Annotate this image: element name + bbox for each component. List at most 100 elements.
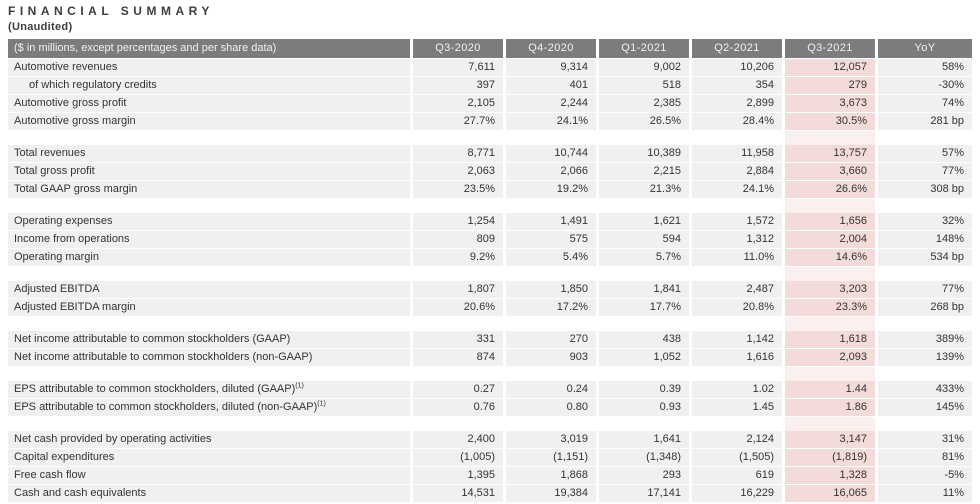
gap-cell (692, 317, 782, 331)
row-label: Net cash provided by operating activitie… (8, 431, 410, 448)
gap-cell (8, 317, 410, 331)
gap-cell (692, 367, 782, 381)
gap-cell (692, 267, 782, 281)
cell-value: 77% (878, 163, 972, 180)
cell-value: 2,105 (413, 95, 503, 112)
cell-value: 17.7% (599, 299, 689, 316)
cell-value: 10,206 (692, 59, 782, 76)
cell-value: 1,395 (413, 467, 503, 484)
cell-value: 1,572 (692, 213, 782, 230)
row-label: Automotive gross profit (8, 95, 410, 112)
cell-value: 5.4% (506, 249, 596, 266)
row-label: Net income attributable to common stockh… (8, 331, 410, 348)
table-row: Net cash provided by operating activitie… (8, 431, 972, 448)
cell-value: 30.5% (785, 113, 875, 130)
cell-value: 28.4% (692, 113, 782, 130)
row-label: Income from operations (8, 231, 410, 248)
row-label: Operating expenses (8, 213, 410, 230)
cell-value: (1,348) (599, 449, 689, 466)
cell-value: 13,757 (785, 145, 875, 162)
cell-value: 145% (878, 399, 972, 416)
cell-value: 534 bp (878, 249, 972, 266)
row-label-text: Operating expenses (14, 215, 113, 227)
cell-value: 293 (599, 467, 689, 484)
cell-value: 3,019 (506, 431, 596, 448)
cell-value: 809 (413, 231, 503, 248)
cell-value: 575 (506, 231, 596, 248)
section-gap-row (8, 131, 972, 145)
row-label-text: Adjusted EBITDA margin (14, 301, 136, 313)
table-row: Operating margin 9.2% 5.4% 5.7% 11.0% 14.6% 53… (8, 249, 972, 266)
cell-value: 3,673 (785, 95, 875, 112)
gap-cell (506, 267, 596, 281)
cell-value: 438 (599, 331, 689, 348)
page-title: FINANCIAL SUMMARY (8, 4, 214, 18)
footnote-marker: (1) (317, 400, 326, 408)
financial-summary-table: ($ in millions, except percentages and p… (8, 39, 972, 502)
cell-value: 81% (878, 449, 972, 466)
cell-value: 1,328 (785, 467, 875, 484)
cell-value: 2,244 (506, 95, 596, 112)
cell-value: 0.93 (599, 399, 689, 416)
cell-value: 12,057 (785, 59, 875, 76)
section-gap-row (8, 267, 972, 281)
row-label-text: EPS attributable to common stockholders,… (14, 401, 318, 413)
table-row: Cash and cash equivalents 14,531 19,384 17,… (8, 485, 972, 502)
highlight-column-gap (785, 199, 875, 213)
gap-cell (599, 267, 689, 281)
gap-cell (599, 367, 689, 381)
gap-cell (413, 131, 503, 145)
page-subtitle: (Unaudited) (8, 21, 73, 33)
table-row: Automotive revenues 7,611 9,314 9,002 10,206… (8, 59, 972, 76)
row-label-text: Cash and cash equivalents (14, 487, 147, 499)
gap-cell (878, 199, 972, 213)
table-row: EPS attributable to common stockholders,… (8, 399, 972, 416)
cell-value: 1.44 (785, 381, 875, 398)
highlight-column-gap (785, 417, 875, 431)
row-label: Net income attributable to common stockh… (8, 349, 410, 366)
gap-cell (8, 417, 410, 431)
cell-value: 24.1% (506, 113, 596, 130)
gap-cell (413, 417, 503, 431)
cell-value: 1,254 (413, 213, 503, 230)
gap-cell (878, 131, 972, 145)
highlight-column-gap (785, 367, 875, 381)
cell-value: 23.5% (413, 181, 503, 198)
gap-cell (506, 317, 596, 331)
gap-cell (878, 417, 972, 431)
row-label-text: Total gross profit (14, 165, 95, 177)
section-gap-row (8, 367, 972, 381)
row-label-text: of which regulatory credits (29, 79, 157, 91)
cell-value: 331 (413, 331, 503, 348)
row-label-text: Net income attributable to common stockh… (14, 351, 313, 363)
gap-cell (8, 199, 410, 213)
gap-cell (599, 417, 689, 431)
cell-value: 19.2% (506, 181, 596, 198)
cell-value: 2,066 (506, 163, 596, 180)
row-label-text: Capital expenditures (14, 451, 115, 463)
cell-value: 77% (878, 281, 972, 298)
table-row: Operating expenses 1,254 1,491 1,621 1,572 1,… (8, 213, 972, 230)
cell-value: 0.80 (506, 399, 596, 416)
cell-value: -5% (878, 467, 972, 484)
cell-value: 2,093 (785, 349, 875, 366)
cell-value: 1,616 (692, 349, 782, 366)
gap-cell (878, 367, 972, 381)
gap-cell (506, 199, 596, 213)
cell-value: (1,505) (692, 449, 782, 466)
gap-cell (413, 317, 503, 331)
cell-value: (1,151) (506, 449, 596, 466)
gap-cell (599, 131, 689, 145)
cell-value: 2,004 (785, 231, 875, 248)
cell-value: 26.5% (599, 113, 689, 130)
column-header-yoy: YoY (878, 39, 972, 58)
table-row: Total gross profit 2,063 2,066 2,215 2,884 3,… (8, 163, 972, 180)
cell-value: 1,841 (599, 281, 689, 298)
cell-value: 7,611 (413, 59, 503, 76)
cell-value: 11% (878, 485, 972, 502)
row-label: Cash and cash equivalents (8, 485, 410, 502)
section-gap-row (8, 417, 972, 431)
row-label: Free cash flow (8, 467, 410, 484)
gap-cell (413, 267, 503, 281)
